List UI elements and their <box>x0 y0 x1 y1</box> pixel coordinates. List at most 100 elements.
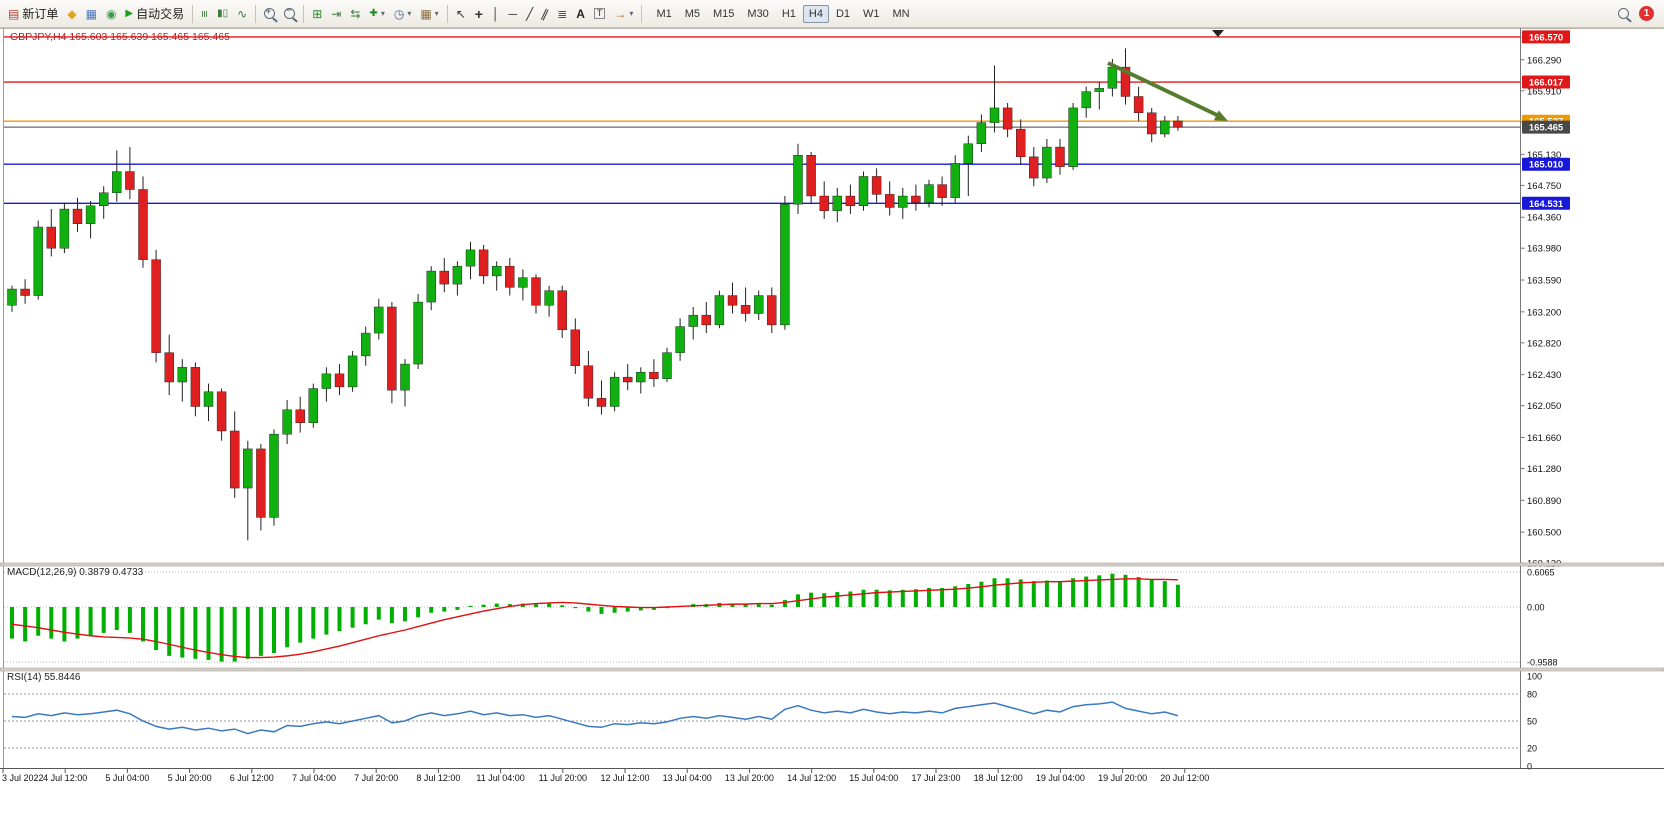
candle <box>688 306 698 340</box>
candle-body <box>347 355 358 388</box>
panel-splitter[interactable] <box>0 562 1664 567</box>
timeframe-button-h4[interactable]: H4 <box>802 4 829 23</box>
candle <box>20 279 30 304</box>
price-line-label: 164.531 <box>1529 199 1564 210</box>
timeframe-button-m15[interactable]: M15 <box>713 7 735 20</box>
candle-body <box>426 270 436 303</box>
candle <box>675 318 685 361</box>
candle <box>374 298 384 340</box>
price-line-label: 165.465 <box>1529 123 1564 134</box>
candle <box>400 359 410 407</box>
price-axis-label: 164.360 <box>1527 213 1561 224</box>
horizontal-line-button[interactable]: ─ <box>504 4 521 24</box>
timeframe-button-m30[interactable]: M30 <box>747 7 769 20</box>
price-line-label-box <box>1522 75 1570 89</box>
candle <box>518 269 528 301</box>
candle <box>1016 119 1026 166</box>
candle-body <box>911 195 921 203</box>
candle-body <box>295 409 305 424</box>
candle-body <box>871 176 882 195</box>
zoom-out-button[interactable] <box>280 4 299 24</box>
periods-dropdown[interactable]: ◷ ▾ <box>390 4 416 24</box>
candlestick-button[interactable]: ▮▯ <box>213 4 232 24</box>
candle <box>1120 48 1131 105</box>
toolbar-separator <box>303 4 305 23</box>
chart-shift-marker[interactable] <box>1212 30 1224 37</box>
cursor-button[interactable]: ↖ <box>452 4 470 24</box>
price-axis-label: 163.590 <box>1527 276 1561 287</box>
candle <box>361 326 371 366</box>
timeframe-button-d1[interactable]: D1 <box>835 7 850 20</box>
news-button[interactable]: ◉ <box>102 4 120 24</box>
vertical-line-icon: │ <box>491 6 500 21</box>
panel-splitter[interactable] <box>0 667 1664 672</box>
candle-body <box>950 163 960 198</box>
line-chart-button[interactable]: ∿ <box>233 4 251 24</box>
timeframe-button-m1[interactable]: M1 <box>656 7 672 20</box>
candle <box>46 209 56 257</box>
auto-scroll-button[interactable]: ⇥ <box>327 4 345 24</box>
trendline-icon: ╱ <box>525 6 534 21</box>
candle-body <box>269 434 279 518</box>
vertical-line-button[interactable]: │ <box>488 4 504 24</box>
indicators-button[interactable]: ✚ ▾ <box>365 4 388 24</box>
charts-button[interactable]: ◆ <box>63 4 80 24</box>
timeframe-button-m5[interactable]: M5 <box>684 7 700 20</box>
arrows-dropdown[interactable]: → ▾ <box>610 4 637 24</box>
candle <box>662 347 672 383</box>
tile-windows-button[interactable]: ⊞ <box>308 4 326 24</box>
candle-body <box>1081 91 1091 109</box>
price-axis-label: 161.660 <box>1527 433 1561 444</box>
candle <box>1068 103 1078 170</box>
crosshair-button[interactable]: + <box>471 4 487 24</box>
notification-badge[interactable]: 1 <box>1639 6 1654 21</box>
candle-body <box>963 143 973 164</box>
candle <box>989 65 1000 133</box>
text-label-button[interactable]: T <box>590 4 610 24</box>
candle <box>924 179 934 208</box>
fibonacci-button[interactable]: ≣ <box>553 4 571 24</box>
candle <box>714 290 725 329</box>
rsi-axis-label: 0 <box>1527 762 1532 772</box>
tile-windows-icon: ⊞ <box>312 6 323 21</box>
autotrading-button[interactable]: ▶ 自动交易 <box>121 4 188 24</box>
text-button[interactable]: A <box>572 4 589 24</box>
price-axis-label: 162.820 <box>1527 338 1561 349</box>
candle-body <box>282 409 292 435</box>
zoom-in-button[interactable] <box>260 4 279 24</box>
chart-shift-button[interactable]: ⇆ <box>346 4 364 24</box>
price-axis-label: 163.980 <box>1527 244 1561 255</box>
search-icon[interactable] <box>1618 8 1629 19</box>
macd-axis-label: 0.00 <box>1527 603 1545 613</box>
trend-arrow-annotation[interactable] <box>1107 61 1218 117</box>
candle <box>387 302 397 404</box>
timeframe-button-w1[interactable]: W1 <box>863 7 880 20</box>
candle <box>963 135 973 197</box>
toolbar-separator <box>446 4 448 23</box>
price-axis-label: 160.500 <box>1527 528 1561 539</box>
candle-body <box>845 195 856 207</box>
candle-body <box>229 430 240 489</box>
data-window-button[interactable]: ▦ <box>82 4 101 24</box>
candle-body <box>767 295 777 326</box>
channel-button[interactable]: ∥ <box>538 4 552 24</box>
time-axis-label: 5 Jul 20:00 <box>168 773 212 783</box>
chevron-down-icon: ▾ <box>380 8 385 18</box>
new-order-button[interactable]: ▤ 新订单 <box>4 4 62 24</box>
time-axis-label: 7 Jul 04:00 <box>292 773 336 783</box>
price-axis-label: 161.280 <box>1527 464 1561 475</box>
trendline-button[interactable]: ╱ <box>522 4 537 24</box>
time-axis-label: 17 Jul 23:00 <box>911 773 960 783</box>
candle <box>125 147 135 200</box>
timeframe-button-h1[interactable]: H1 <box>781 7 796 20</box>
candle <box>112 150 122 202</box>
candle <box>531 274 541 314</box>
bar-chart-button[interactable]: ≡ <box>197 4 212 24</box>
templates-dropdown[interactable]: ▦ ▾ <box>416 4 442 24</box>
candle-body <box>164 352 174 383</box>
main-toolbar: ▤ 新订单 ◆ ▦ ◉ ▶ 自动交易 ≡ ▮▯ ∿ ⊞ ⇥ ⇆ ✚ ▾ ◷ <box>0 0 1664 28</box>
timeframe-button-mn[interactable]: MN <box>892 7 910 20</box>
time-axis-label: 3 Jul 2022 <box>2 773 44 783</box>
